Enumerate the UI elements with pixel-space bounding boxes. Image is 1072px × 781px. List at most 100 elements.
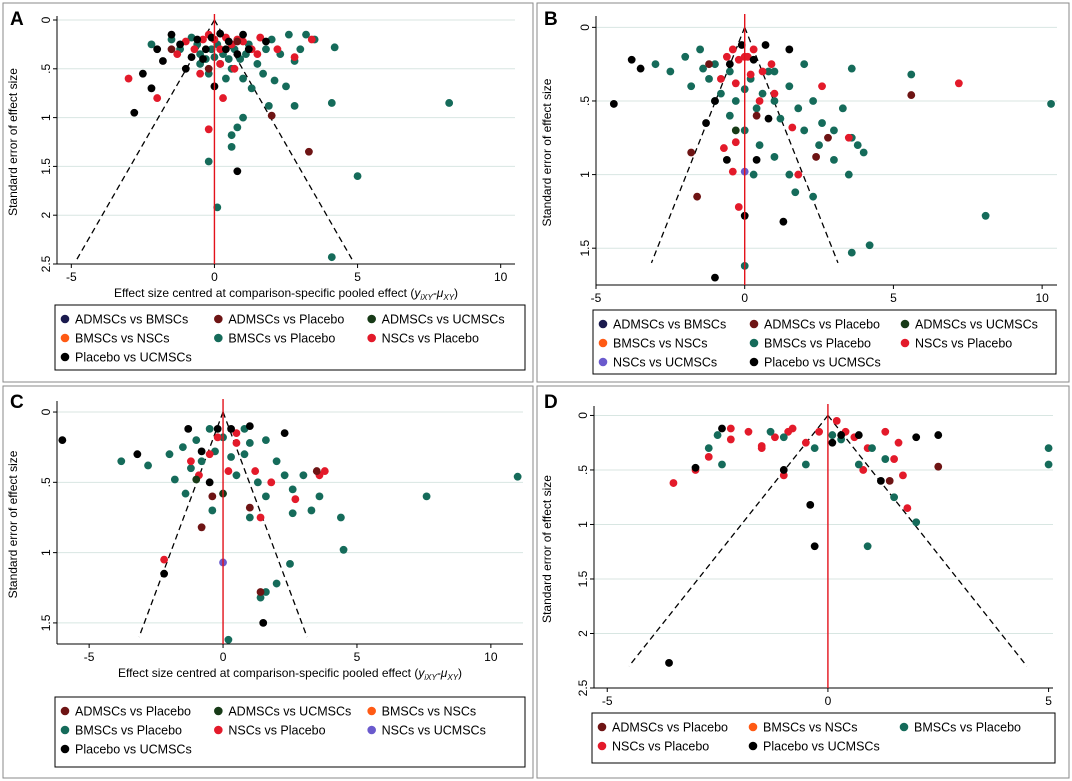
y-tick-label: .5	[39, 63, 53, 73]
legend-marker-admscs-vs-bmscs	[598, 319, 608, 329]
point-nscs-vs-placebo	[232, 439, 241, 447]
point-bmscs-vs-placebo	[725, 67, 734, 76]
x-tick-label: 5	[354, 650, 361, 664]
point-nscs-vs-placebo	[731, 79, 740, 88]
point-admscs-vs-placebo	[824, 133, 832, 142]
point-bmscs-vs-placebo	[713, 431, 722, 439]
point-bmscs-vs-placebo	[165, 450, 174, 459]
point-bmscs-vs-placebo	[711, 60, 719, 69]
point-admscs-vs-placebo	[245, 503, 254, 512]
point-placebo-vs-ucmscs	[138, 69, 147, 78]
point-placebo-vs-ucmscs	[876, 476, 885, 485]
legend-marker-bmscs-vs-nscs	[598, 338, 608, 348]
point-nscs-vs-placebo	[749, 45, 758, 54]
point-nscs-vs-placebo	[722, 52, 731, 61]
legend-marker-admscs-vs-placebo	[214, 314, 223, 324]
point-bmscs-vs-placebo	[981, 211, 990, 220]
point-bmscs-vs-placebo	[208, 506, 217, 515]
y-tick-label: 1	[578, 171, 592, 178]
point-admscs-vs-placebo	[204, 64, 213, 73]
point-bmscs-vs-placebo	[800, 60, 809, 69]
legend-marker-nscs-vs-placebo	[900, 338, 910, 348]
point-placebo-vs-ucmscs	[665, 659, 673, 667]
point-bmscs-vs-placebo	[770, 67, 779, 76]
point-bmscs-vs-placebo	[1044, 460, 1053, 469]
point-nscs-vs-placebo	[232, 429, 241, 438]
point-bmscs-vs-placebo	[838, 104, 847, 113]
point-nscs-vs-placebo	[758, 67, 767, 76]
legend-marker-bmscs-vs-placebo	[60, 725, 70, 735]
point-bmscs-vs-placebo	[224, 55, 233, 63]
point-placebo-vs-ucmscs	[221, 45, 230, 54]
funnel-left-limit	[628, 415, 829, 667]
point-placebo-vs-ucmscs	[58, 436, 67, 445]
point-bmscs-vs-placebo	[330, 43, 339, 52]
point-bmscs-vs-placebo	[213, 203, 222, 212]
point-nscs-vs-placebo	[903, 504, 912, 513]
point-bmscs-vs-placebo	[261, 492, 270, 501]
point-placebo-vs-ucmscs	[828, 438, 837, 447]
point-bmscs-vs-placebo	[270, 76, 279, 85]
y-axis-title: Standard error of effect size	[6, 450, 20, 598]
legend-marker-admscs-vs-bmscs	[60, 314, 70, 324]
point-bmscs-vs-placebo	[687, 82, 696, 91]
point-admscs-vs-placebo	[267, 111, 276, 120]
point-bmscs-vs-placebo	[758, 89, 767, 98]
point-placebo-vs-ucmscs	[752, 155, 761, 164]
point-nscs-vs-placebo	[794, 170, 803, 179]
point-nscs-vs-placebo	[256, 33, 265, 42]
point-placebo-vs-ucmscs	[761, 41, 770, 49]
point-placebo-vs-ucmscs	[167, 30, 176, 39]
point-placebo-vs-ucmscs	[764, 114, 773, 123]
legend-label-nscs-vs-ucmscs: NSCs vs UCMSCs	[382, 724, 486, 738]
x-axis-title: Effect size centred at comparison-specif…	[114, 286, 458, 302]
point-bmscs-vs-placebo	[327, 99, 336, 107]
point-bmscs-vs-placebo	[181, 489, 190, 498]
point-placebo-vs-ucmscs	[205, 478, 214, 487]
point-bmscs-vs-placebo	[227, 142, 236, 151]
legend-label-nscs-vs-placebo: NSCs vs Placebo	[612, 740, 709, 754]
point-bmscs-vs-placebo	[907, 70, 916, 79]
point-bmscs-vs-placebo	[288, 509, 297, 518]
point-bmscs-vs-placebo	[830, 126, 838, 135]
point-nscs-vs-placebo	[779, 471, 788, 480]
point-bmscs-vs-placebo	[178, 443, 187, 452]
legend-marker-admscs-vs-placebo	[597, 722, 607, 732]
legend-label-admscs-vs-placebo: ADMSCs vs Placebo	[612, 721, 728, 735]
point-bmscs-vs-placebo	[854, 460, 863, 469]
x-axis-title-part: iXY	[424, 673, 437, 682]
legend-marker-bmscs-vs-nscs	[367, 706, 376, 716]
legend-label-bmscs-vs-nscs: BMSCs vs NSCs	[382, 705, 476, 719]
x-axis-title-part: XY	[442, 293, 454, 302]
point-bmscs-vs-placebo	[815, 141, 823, 150]
point-nscs-vs-placebo	[307, 35, 316, 44]
point-bmscs-vs-placebo	[205, 425, 214, 433]
point-bmscs-vs-placebo	[755, 141, 764, 150]
legend-marker-placebo-vs-ucmscs	[748, 741, 758, 751]
point-admscs-vs-placebo	[885, 476, 894, 485]
point-bmscs-vs-placebo	[207, 45, 216, 54]
point-admscs-vs-placebo	[208, 492, 217, 501]
point-placebo-vs-ucmscs	[197, 447, 206, 456]
panel-c: C 0 .5 1 1.5 -5 0 5 10 Standard error of effect s…	[2, 385, 534, 779]
x-axis-title: Effect size centred at comparison-specif…	[118, 666, 462, 682]
y-tick-label: 2.5	[39, 255, 53, 272]
point-bmscs-vs-placebo	[666, 67, 675, 76]
legend-label-admscs-vs-placebo: ADMSCs vs Placebo	[75, 705, 191, 719]
point-placebo-vs-ucmscs	[187, 53, 196, 61]
point-nscs-vs-placebo	[818, 82, 826, 91]
legend-marker-bmscs-vs-placebo	[899, 722, 909, 732]
point-bmscs-vs-placebo	[881, 455, 890, 463]
point-bmscs-vs-placebo	[853, 141, 862, 150]
point-nscs-vs-placebo	[219, 94, 227, 102]
point-nscs-vs-placebo	[273, 45, 282, 54]
point-nscs-vs-placebo	[767, 60, 776, 69]
point-bmscs-vs-placebo	[717, 89, 725, 98]
point-bmscs-vs-placebo	[272, 457, 281, 466]
point-admscs-vs-placebo	[233, 37, 242, 46]
y-tick-label: 1	[39, 114, 53, 121]
point-bmscs-vs-placebo	[752, 104, 761, 113]
point-placebo-vs-ucmscs	[609, 100, 618, 108]
panel-b: B 0 .5 1 1.5 -5 0 5 10 Standard error of effect s…	[536, 2, 1070, 383]
point-bmscs-vs-placebo	[801, 460, 810, 469]
